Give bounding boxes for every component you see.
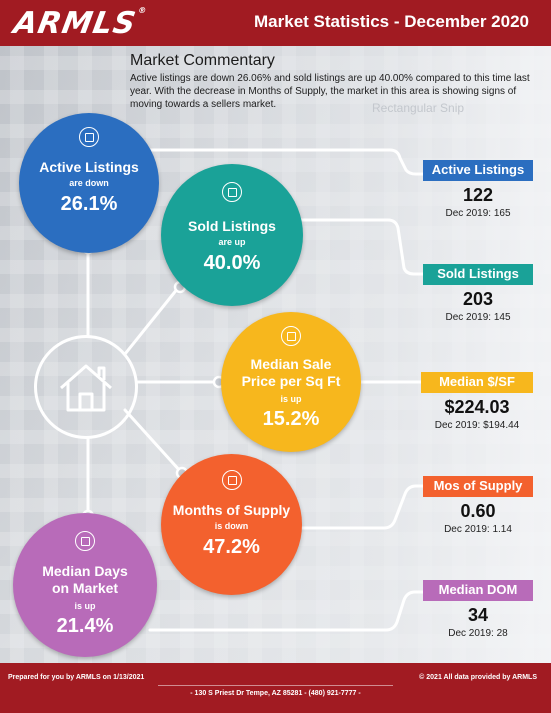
sold-listings-title: Sold Listings (188, 218, 276, 234)
address-text: - 130 S Priest Dr Tempe, AZ 85281 - (480… (190, 690, 361, 697)
money-bag-icon (281, 326, 301, 346)
calendar-icon (75, 531, 95, 551)
median-sale-price-tag: Median $/SF (421, 372, 533, 393)
sold-listings-direction: are up (218, 237, 246, 247)
median-sale-price-value: $224.03 (444, 397, 510, 417)
months-of-supply-title: Months of Supply (172, 502, 291, 518)
sold-listings-previous: Dec 2019: 145 (445, 312, 511, 323)
months-of-supply-circle: Months of Supply is down 47.2% (161, 454, 302, 595)
house-search-icon (79, 127, 99, 147)
median-dom-stat: Median DOM 34 Dec 2019: 28 (423, 580, 533, 639)
months-of-supply-direction: is down (214, 521, 249, 531)
median-dom-direction: is up (74, 601, 96, 611)
median-sale-price-title: Median Sale Price per Sq Ft (241, 356, 341, 389)
sold-listings-value: 203 (462, 289, 494, 309)
snip-overlay-label: Rectangular Snip (372, 101, 465, 115)
median-dom-previous: Dec 2019: 28 (448, 628, 508, 639)
active-listings-title: Active Listings (39, 159, 139, 175)
page-title: Market Statistics - December 2020 (254, 12, 529, 31)
prepared-by-text: Prepared for you by ARMLS on 1/13/2021 (8, 674, 145, 681)
sold-listings-stat: Sold Listings 203 Dec 2019: 145 (423, 264, 533, 323)
median-sale-price-previous: Dec 2019: $194.44 (434, 420, 520, 431)
months-of-supply-value: 0.60 (460, 501, 496, 521)
months-of-supply-change: 47.2% (203, 536, 260, 558)
active-listings-direction: are down (69, 178, 109, 188)
chart-icon (221, 470, 242, 490)
median-sale-price-direction: is up (280, 394, 302, 404)
median-dom-title: Median Days on Market (42, 563, 128, 596)
active-listings-change: 26.1% (60, 193, 118, 215)
header-bar: ARMLS® Market Statistics - December 2020 (0, 0, 551, 46)
house-hub (34, 335, 138, 439)
median-dom-circle: Median Days on Market is up 21.4% (13, 513, 157, 657)
median-dom-tag: Median DOM (423, 580, 533, 601)
commentary-body: Active listings are down 26.06% and sold… (130, 73, 530, 110)
commentary-heading: Market Commentary (130, 52, 275, 69)
sold-listings-change: 40.0% (203, 252, 261, 274)
active-listings-tag: Active Listings (423, 160, 533, 181)
sold-listings-tag: Sold Listings (423, 264, 533, 285)
active-listings-previous: Dec 2019: 165 (445, 208, 511, 219)
median-sale-price-stat: Median $/SF $224.03 Dec 2019: $194.44 (421, 372, 533, 431)
months-of-supply-previous: Dec 2019: 1.14 (444, 524, 512, 535)
median-sale-price-change: 15.2% (262, 408, 320, 430)
median-sale-price-circle: Median Sale Price per Sq Ft is up 15.2% (221, 312, 361, 452)
sold-listings-circle: Sold Listings are up 40.0% (161, 164, 303, 306)
footer-bar: Prepared for you by ARMLS on 1/13/2021 ©… (0, 663, 551, 713)
active-listings-value: 122 (462, 185, 494, 205)
house-icon (60, 364, 112, 412)
copyright-text: © 2021 All data provided by ARMLS (419, 674, 537, 681)
footer-divider (158, 685, 393, 686)
months-of-supply-stat: Mos of Supply 0.60 Dec 2019: 1.14 (423, 476, 533, 535)
months-of-supply-tag: Mos of Supply (423, 476, 533, 497)
median-dom-value: 34 (467, 605, 489, 625)
market-commentary: Market Commentary Active listings are do… (130, 52, 530, 111)
active-listings-circle: Active Listings are down 26.1% (19, 113, 159, 253)
sold-sign-icon (222, 182, 242, 202)
median-dom-change: 21.4% (56, 615, 114, 637)
active-listings-stat: Active Listings 122 Dec 2019: 165 (423, 160, 533, 219)
